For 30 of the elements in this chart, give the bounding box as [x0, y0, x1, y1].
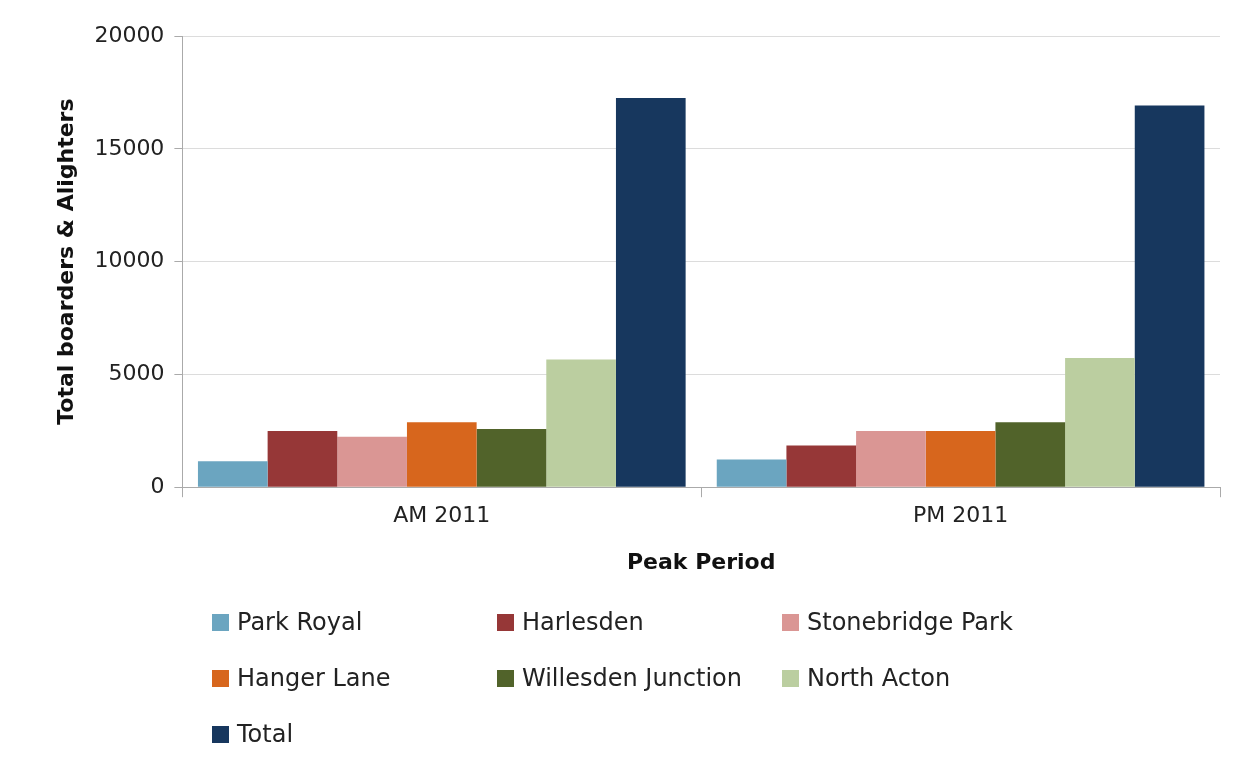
bar — [716, 459, 787, 487]
bar — [856, 431, 926, 487]
x-axis-title: Peak Period — [626, 548, 776, 574]
bar — [546, 359, 616, 487]
y-tick-label: 10000 — [94, 247, 165, 273]
x-tick-label: AM 2011 — [393, 502, 491, 528]
legend-label: Stonebridge Park — [807, 608, 1013, 636]
legend-label: Willesden Junction — [522, 664, 742, 692]
legend-label: Park Royal — [237, 608, 363, 636]
bar — [1065, 357, 1135, 487]
bar — [476, 429, 547, 487]
legend-label: Harlesden — [522, 608, 644, 636]
bar — [786, 445, 857, 487]
bar — [615, 98, 686, 487]
y-tick-label: 0 — [150, 472, 165, 498]
bar — [197, 461, 268, 487]
legend-label: North Acton — [807, 664, 951, 692]
bar — [337, 436, 407, 487]
y-tick-label: 15000 — [94, 134, 165, 160]
y-tick-label: 5000 — [108, 360, 165, 386]
y-tick-label: 20000 — [94, 21, 165, 47]
bar — [995, 422, 1066, 487]
bar — [925, 431, 996, 487]
legend-label: Total — [237, 720, 294, 748]
bar — [267, 431, 338, 487]
legend-label: Hanger Lane — [237, 664, 391, 692]
bar — [406, 422, 477, 487]
y-axis-title: Total boarders & Alighters — [52, 98, 78, 425]
bar — [1134, 105, 1205, 487]
x-tick-label: PM 2011 — [912, 502, 1009, 528]
